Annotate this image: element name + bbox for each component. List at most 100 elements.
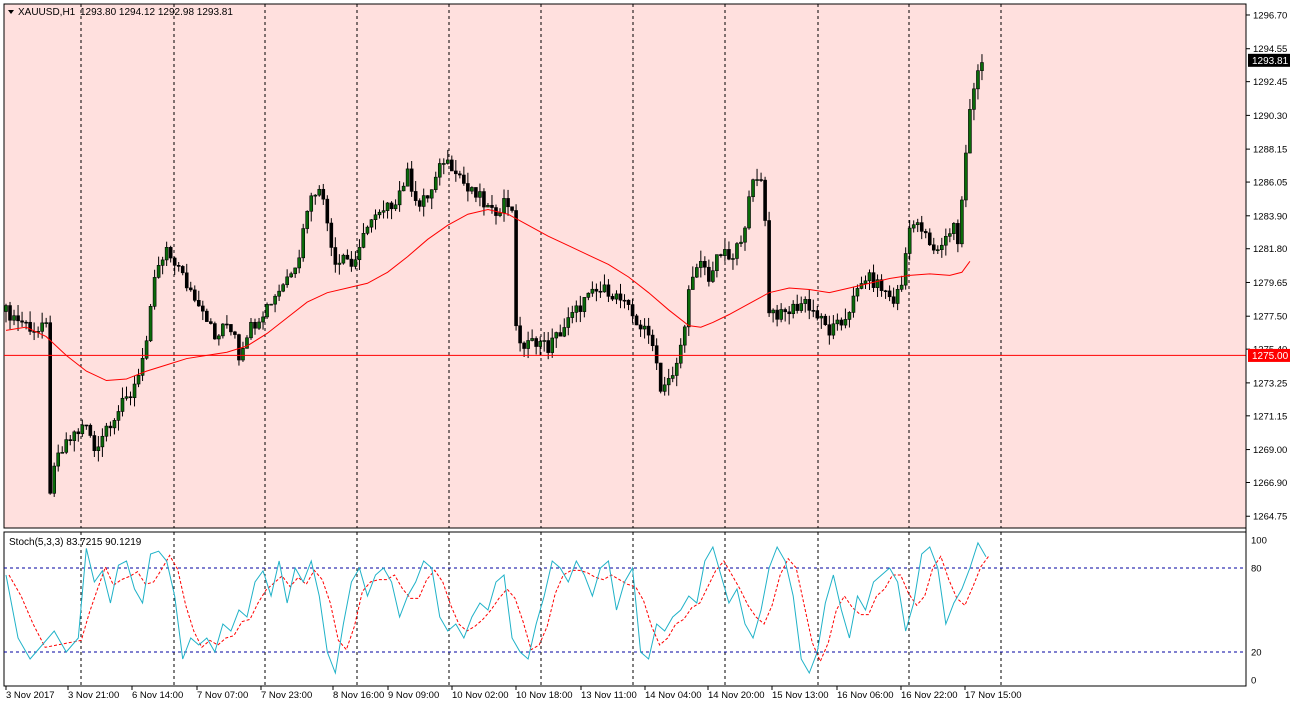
candle-body <box>333 247 338 265</box>
candle-body <box>349 258 354 267</box>
candle-body <box>891 296 896 304</box>
candle-body <box>630 304 635 317</box>
candle-body <box>44 322 48 324</box>
candle-body <box>911 224 916 229</box>
candle-body <box>682 326 687 346</box>
candle-body <box>964 152 968 201</box>
candle-body <box>261 316 265 323</box>
candle-body <box>72 431 77 441</box>
candle-body <box>538 341 542 347</box>
candle-body <box>249 321 253 339</box>
candle-body <box>791 303 796 315</box>
candle-body <box>470 187 474 192</box>
candle-body <box>526 340 530 349</box>
candle-body <box>24 321 28 324</box>
candle-body <box>381 210 386 213</box>
candle-body <box>787 311 791 315</box>
candle-body <box>40 322 44 332</box>
candle-body <box>474 187 478 198</box>
candle-body <box>735 243 739 259</box>
candle-body <box>670 375 675 379</box>
candle-body <box>441 163 446 165</box>
indicator-vertical-gridlines <box>80 532 1002 686</box>
candle-body <box>703 261 707 268</box>
stochastic-signal-line <box>8 554 990 663</box>
candle-body <box>478 191 482 198</box>
candle-body <box>626 299 631 305</box>
candle-body <box>365 226 370 234</box>
candle-body <box>590 288 595 294</box>
candle-body <box>337 262 342 265</box>
candle-body <box>779 309 783 320</box>
candle-body <box>317 188 322 196</box>
candle-body <box>767 220 771 314</box>
candle-body <box>92 435 97 451</box>
candle-body <box>454 170 458 175</box>
candle-body <box>148 306 153 342</box>
candle-body <box>546 340 551 353</box>
candle-body <box>719 254 723 256</box>
candle-body <box>28 321 32 332</box>
time-axis-label: 3 Nov 2017 <box>6 690 55 701</box>
time-axis-label: 7 Nov 07:00 <box>197 690 248 701</box>
price-axis-label: 1266.90 <box>1253 478 1287 489</box>
stochastic-panel <box>3 531 1247 687</box>
candle-body <box>425 195 430 199</box>
candlesticks <box>4 54 984 497</box>
candle-body <box>907 227 912 254</box>
candle-body <box>903 253 908 286</box>
candle-body <box>502 198 506 214</box>
candle-body <box>678 344 683 364</box>
menu-triangle-icon[interactable] <box>8 10 14 14</box>
candle-body <box>699 261 703 268</box>
candle-body <box>325 198 330 224</box>
candle-body <box>831 323 836 336</box>
candle-body <box>116 411 121 421</box>
candle-body <box>867 272 872 282</box>
candle-body <box>666 378 671 386</box>
candle-body <box>935 249 940 251</box>
stochastic-axis-label: 20 <box>1251 648 1262 659</box>
candle-body <box>225 323 229 326</box>
candle-body <box>417 200 422 207</box>
candle-body <box>803 299 808 304</box>
symbol-label: XAUUSD,H1 <box>18 7 76 18</box>
candle-body <box>357 247 362 261</box>
candle-body <box>437 163 442 178</box>
candle-body <box>421 195 426 207</box>
stochastic-level-lines <box>4 567 1246 653</box>
candle-body <box>518 325 522 344</box>
price-axis-label: 1277.50 <box>1253 312 1287 323</box>
candle-body <box>128 396 133 399</box>
candle-body <box>976 70 980 90</box>
current-price-box <box>1248 53 1290 67</box>
time-axis-label: 9 Nov 09:00 <box>388 690 439 701</box>
horizontal-line-price-label: 1275.00 <box>1252 351 1289 362</box>
candle-body <box>610 296 615 300</box>
candle-body <box>458 173 462 176</box>
candle-body <box>731 258 735 260</box>
candle-body <box>695 267 699 278</box>
candle-body <box>172 257 177 266</box>
candle-body <box>56 452 61 467</box>
candle-body <box>482 191 486 208</box>
candle-body <box>188 287 193 291</box>
candle-body <box>899 284 904 290</box>
candle-body <box>413 191 418 201</box>
candle-body <box>522 342 526 349</box>
time-axis-label: 8 Nov 16:00 <box>333 690 384 701</box>
candle-body <box>839 319 844 326</box>
candle-body <box>52 465 56 494</box>
candle-body <box>201 305 205 312</box>
candle-body <box>361 233 366 248</box>
candle-body <box>136 375 141 385</box>
candle-body <box>104 425 109 437</box>
stochastic-main-line <box>5 541 987 675</box>
moving-average-line <box>5 209 971 382</box>
candle-body <box>614 293 619 300</box>
candle-body <box>213 323 217 340</box>
stochastic-label: Stoch(5,3,3) 83.7215 90.1219 <box>9 537 142 548</box>
candle-body <box>253 321 257 329</box>
candle-body <box>233 331 237 335</box>
